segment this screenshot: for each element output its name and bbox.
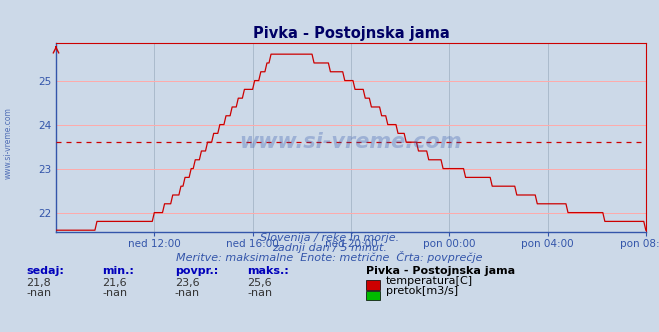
Text: -nan: -nan [102, 288, 127, 298]
Text: povpr.:: povpr.: [175, 266, 218, 276]
Text: 25,6: 25,6 [247, 278, 272, 288]
Text: 23,6: 23,6 [175, 278, 199, 288]
Text: -nan: -nan [26, 288, 51, 298]
Title: Pivka - Postojnska jama: Pivka - Postojnska jama [252, 26, 449, 41]
Text: sedaj:: sedaj: [26, 266, 64, 276]
Text: www.si-vreme.com: www.si-vreme.com [240, 131, 462, 152]
Text: Slovenija / reke in morje.: Slovenija / reke in morje. [260, 233, 399, 243]
Text: www.si-vreme.com: www.si-vreme.com [3, 107, 13, 179]
Text: 21,6: 21,6 [102, 278, 127, 288]
Text: -nan: -nan [247, 288, 272, 298]
Text: 21,8: 21,8 [26, 278, 51, 288]
Text: Pivka - Postojnska jama: Pivka - Postojnska jama [366, 266, 515, 276]
Text: Meritve: maksimalne  Enote: metrične  Črta: povprečje: Meritve: maksimalne Enote: metrične Črta… [176, 251, 483, 263]
Text: zadnji dan / 5 minut.: zadnji dan / 5 minut. [272, 243, 387, 253]
Text: maks.:: maks.: [247, 266, 289, 276]
Text: min.:: min.: [102, 266, 134, 276]
Text: temperatura[C]: temperatura[C] [386, 276, 473, 286]
Text: pretok[m3/s]: pretok[m3/s] [386, 287, 457, 296]
Text: -nan: -nan [175, 288, 200, 298]
